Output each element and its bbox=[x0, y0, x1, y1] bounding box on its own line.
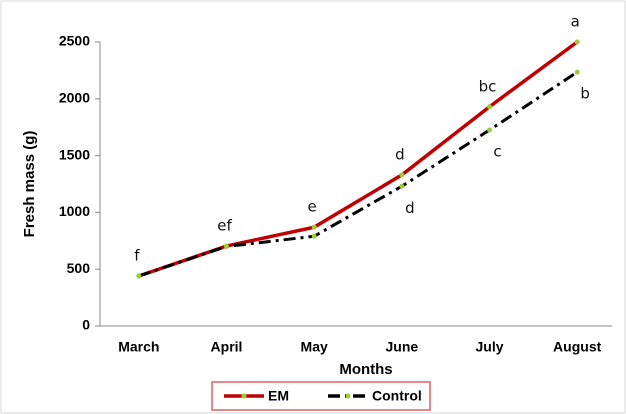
x-tick-label: March bbox=[118, 339, 159, 355]
x-tick-label: August bbox=[553, 339, 602, 355]
marker bbox=[136, 273, 142, 279]
y-tick-label: 2500 bbox=[59, 33, 90, 49]
y-tick-label: 0 bbox=[82, 317, 90, 333]
marker bbox=[311, 233, 317, 239]
marker bbox=[574, 69, 580, 75]
x-axis-title: Months bbox=[339, 361, 392, 378]
series-line bbox=[138, 70, 578, 278]
marker bbox=[399, 183, 405, 189]
y-tick-label: 1000 bbox=[59, 203, 90, 219]
marker bbox=[224, 243, 229, 249]
y-tick-label: 500 bbox=[67, 260, 91, 276]
significance-letter: c bbox=[493, 143, 501, 161]
significance-letter: e bbox=[308, 198, 317, 216]
legend-marker bbox=[241, 393, 247, 399]
significance-letter: b bbox=[580, 85, 590, 103]
marker bbox=[487, 104, 492, 110]
y-tick-label: 1500 bbox=[59, 146, 90, 162]
significance-letter: ef bbox=[217, 217, 232, 235]
legend-label: Control bbox=[372, 388, 422, 404]
marker bbox=[399, 172, 405, 178]
significance-letter: bc bbox=[479, 77, 497, 95]
marker bbox=[574, 39, 580, 45]
significance-letter: d bbox=[405, 199, 415, 217]
marker bbox=[311, 224, 317, 230]
legend-label: EM bbox=[268, 388, 289, 404]
significance-letter: a bbox=[571, 13, 580, 31]
x-tick-label: July bbox=[475, 339, 503, 355]
y-axis-title: Fresh mass (g) bbox=[21, 131, 38, 238]
significance-letter: f bbox=[134, 247, 140, 265]
x-tick-label: May bbox=[301, 339, 328, 355]
marker bbox=[487, 127, 492, 133]
legend-marker bbox=[345, 393, 351, 399]
y-tick-label: 2000 bbox=[59, 90, 90, 106]
x-tick-label: April bbox=[211, 339, 243, 355]
x-tick-label: June bbox=[385, 339, 418, 355]
significance-letter: d bbox=[395, 145, 405, 163]
